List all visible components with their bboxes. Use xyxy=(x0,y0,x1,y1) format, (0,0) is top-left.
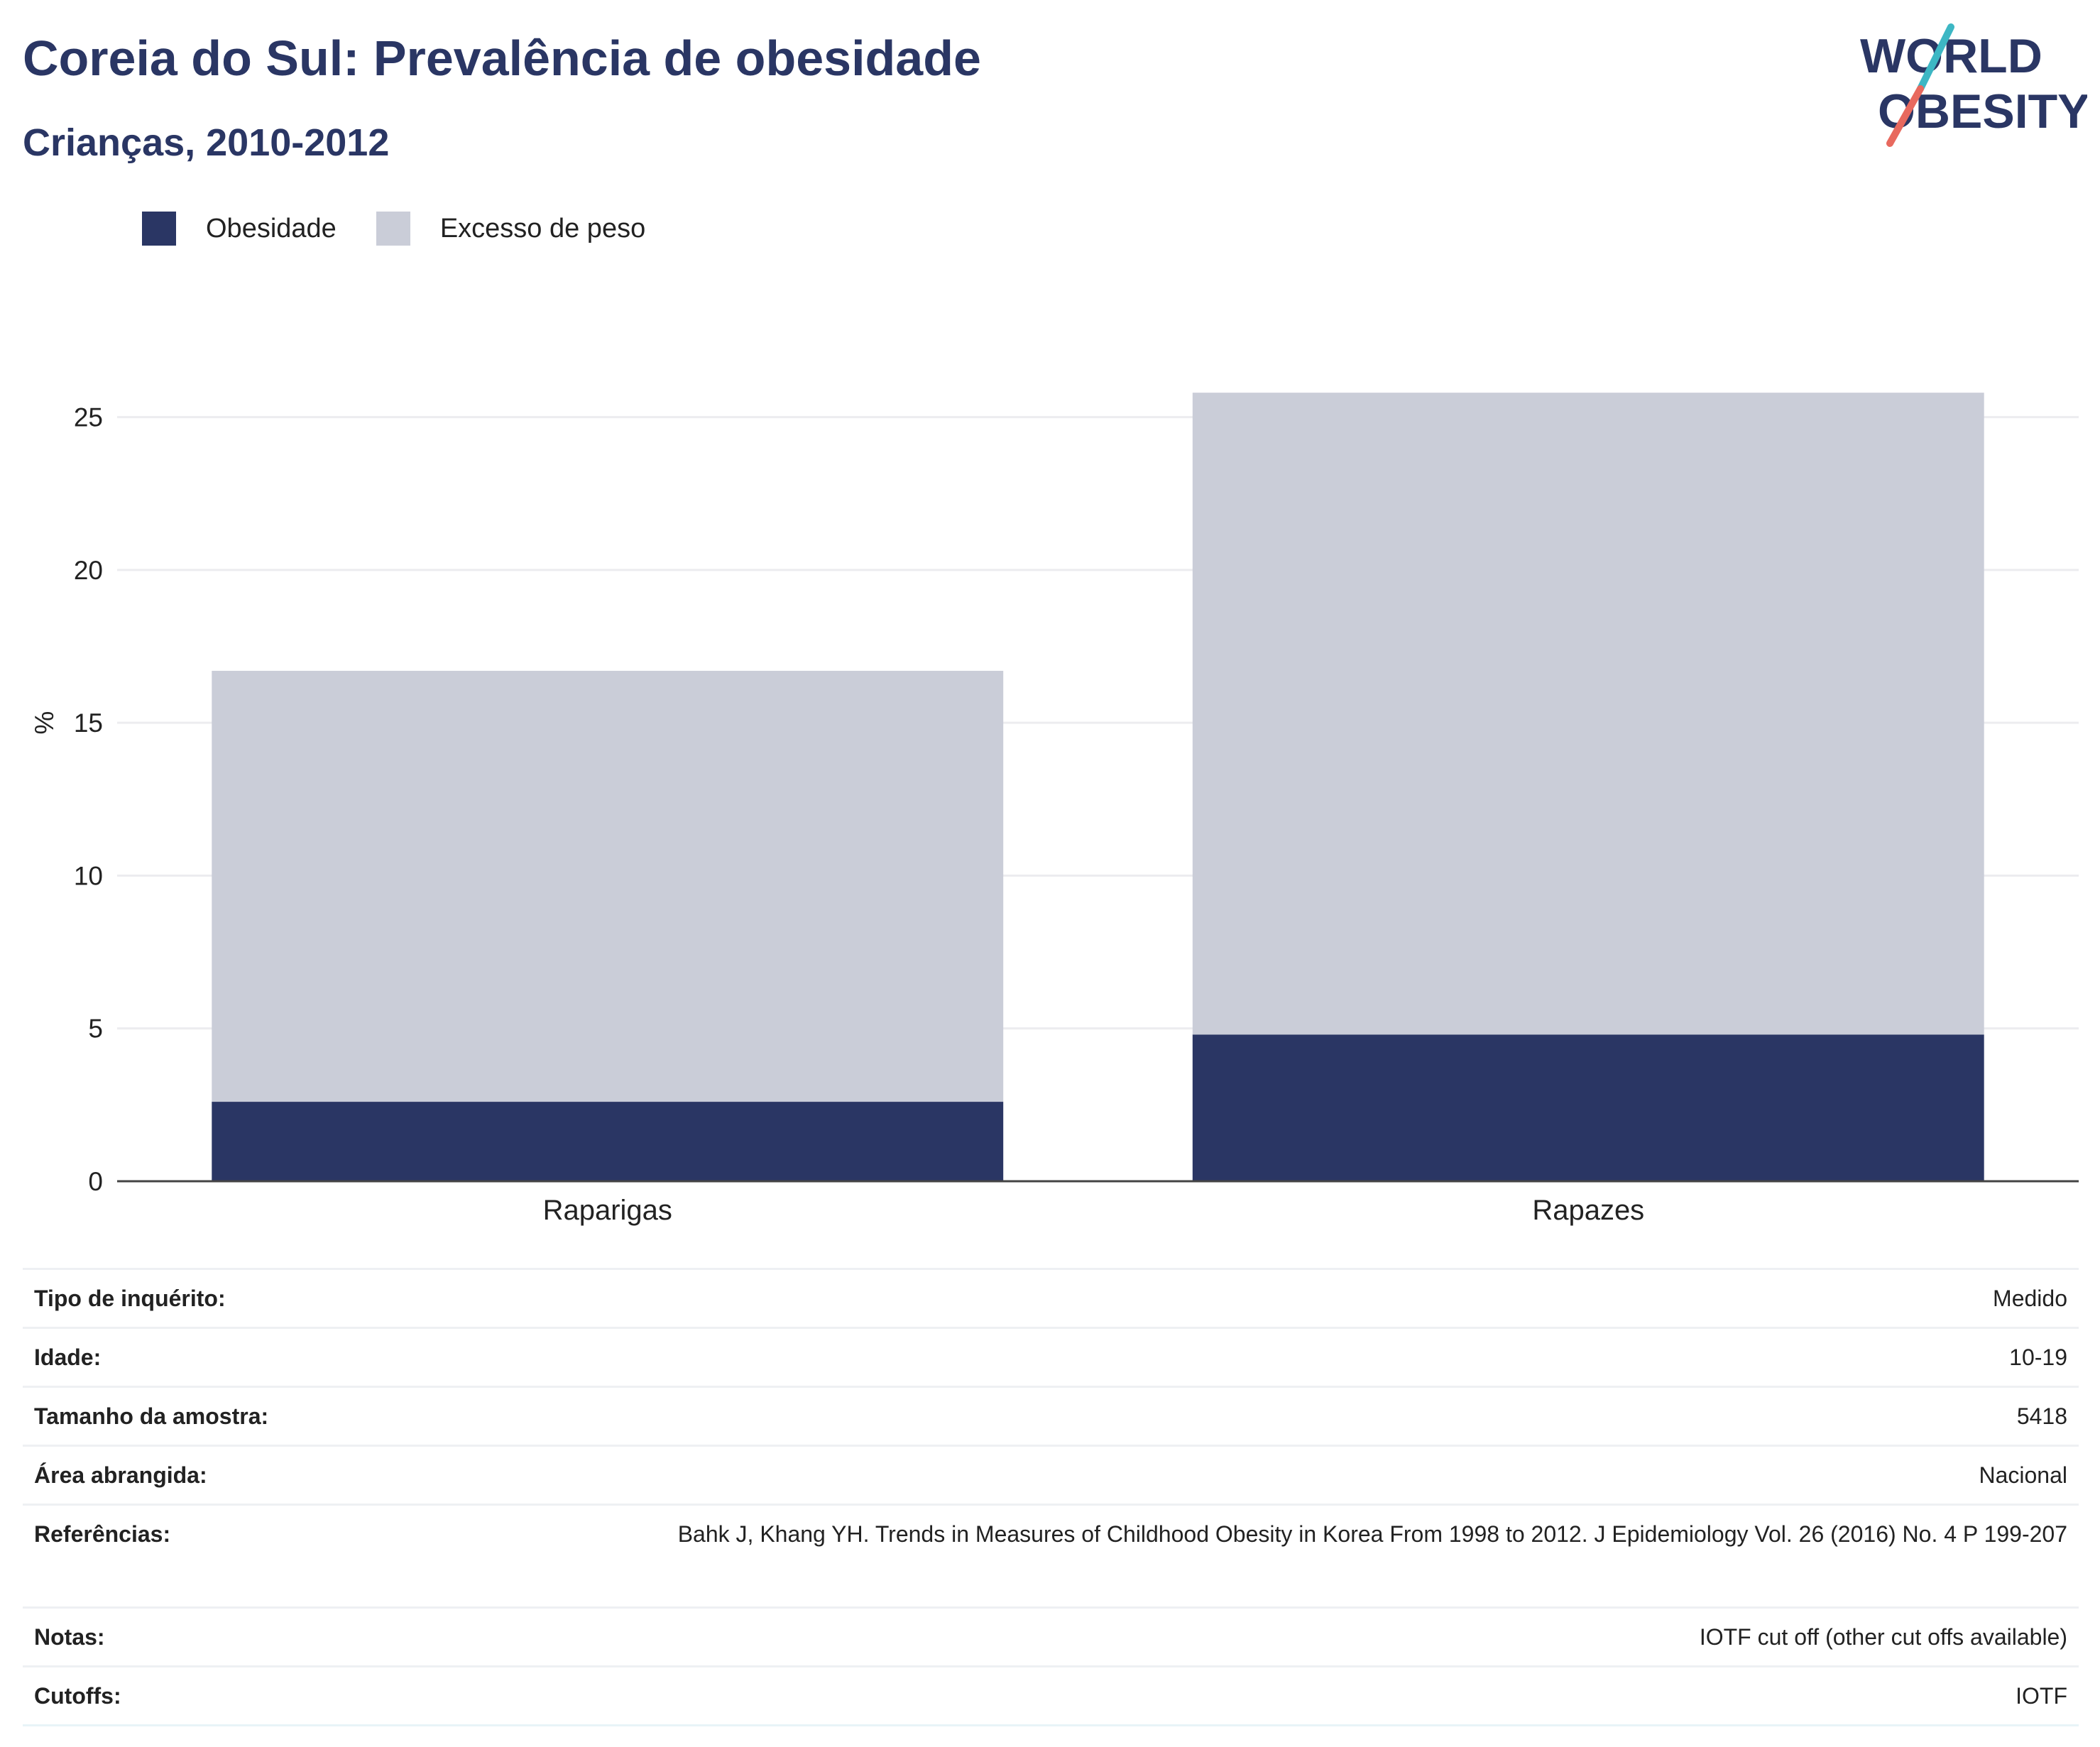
legend-swatch-obesity xyxy=(142,212,176,246)
logo-line2: OBESITY xyxy=(1878,84,2087,138)
y-tick-label: 0 xyxy=(88,1167,103,1196)
info-value: Nacional xyxy=(542,1445,2079,1505)
bar-chart: 0 5 10 15 20 25% Raparigas Rapazes xyxy=(30,393,2079,1226)
bar-overweight xyxy=(212,670,1004,1102)
chart-legend: Obesidade Excesso de peso xyxy=(142,212,685,246)
info-value: Medido xyxy=(542,1268,2079,1328)
logo-slash-coral xyxy=(1886,85,1924,147)
x-tick-label: Rapazes xyxy=(1532,1195,1644,1226)
legend-item-obesity[interactable]: Obesidade xyxy=(142,212,337,246)
y-tick-label: 5 xyxy=(88,1014,103,1044)
table-row: Notas: IOTF cut off (other cut offs avai… xyxy=(23,1606,2079,1667)
info-value: IOTF cut off (other cut offs available) xyxy=(542,1606,2079,1667)
info-value: Bahk J, Khang YH. Trends in Measures of … xyxy=(542,1504,2079,1608)
info-value: 10-19 xyxy=(542,1327,2079,1387)
y-tick-label: 25 xyxy=(74,403,103,432)
info-value: IOTF xyxy=(542,1665,2079,1726)
logo-slash-teal xyxy=(1917,23,1954,92)
y-axis-label: % xyxy=(30,711,59,735)
table-row: Área abrangida: Nacional xyxy=(23,1445,2079,1505)
chart-subtitle: Crianças, 2010-2012 xyxy=(23,121,390,164)
bar-obesity xyxy=(1192,1034,1984,1181)
bar-obesity xyxy=(212,1102,1004,1181)
legend-item-overweight[interactable]: Excesso de peso xyxy=(376,212,645,246)
table-row: Referências: Bahk J, Khang YH. Trends in… xyxy=(23,1504,2079,1608)
world-obesity-logo: WORLD OBESITY xyxy=(1860,23,2087,147)
table-row: Cutoffs: IOTF xyxy=(23,1665,2079,1726)
x-tick-label: Raparigas xyxy=(543,1195,672,1226)
legend-swatch-overweight xyxy=(376,212,410,246)
y-tick-label: 10 xyxy=(74,861,103,890)
legend-label-overweight: Excesso de peso xyxy=(439,213,646,243)
legend-label-obesity: Obesidade xyxy=(206,213,337,243)
chart-title: Coreia do Sul: Prevalência de obesidade xyxy=(23,31,981,86)
info-key: Área abrangida: xyxy=(23,1445,542,1505)
y-tick-label: 15 xyxy=(74,708,103,738)
survey-info-table: Tipo de inquérito: Medido Idade: 10-19 T… xyxy=(23,1268,2079,1726)
info-key: Referências: xyxy=(23,1504,542,1608)
logo-line1: WORLD xyxy=(1860,29,2042,83)
info-key: Idade: xyxy=(23,1327,542,1387)
info-value: 5418 xyxy=(542,1386,2079,1446)
info-key: Cutoffs: xyxy=(23,1665,542,1726)
y-tick-label: 20 xyxy=(74,556,103,585)
bar-overweight xyxy=(1192,393,1984,1035)
table-row: Idade: 10-19 xyxy=(23,1327,2079,1387)
table-row: Tipo de inquérito: Medido xyxy=(23,1268,2079,1328)
table-row: Tamanho da amostra: 5418 xyxy=(23,1386,2079,1446)
info-key: Notas: xyxy=(23,1606,542,1667)
info-key: Tamanho da amostra: xyxy=(23,1386,542,1446)
info-key: Tipo de inquérito: xyxy=(23,1268,542,1328)
